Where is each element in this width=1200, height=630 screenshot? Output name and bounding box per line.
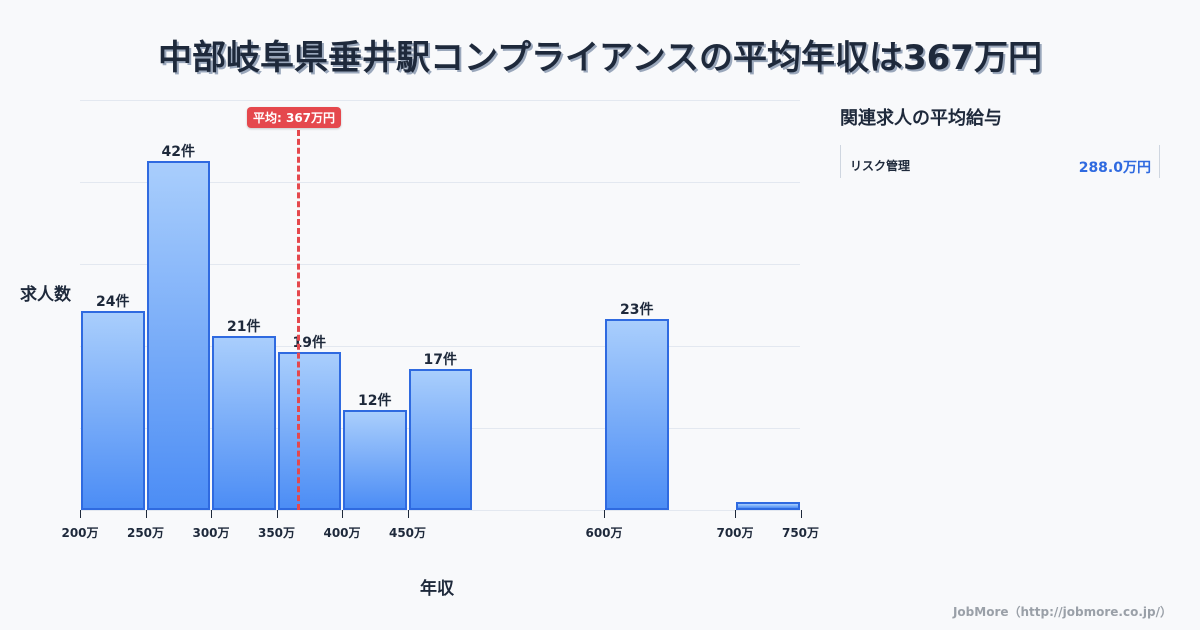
related-salary-title: 関連求人の平均給与 xyxy=(840,108,1002,129)
average-line xyxy=(297,130,300,510)
gridline xyxy=(80,182,800,183)
bar-value-label: 17件 xyxy=(423,351,457,368)
x-tick xyxy=(735,510,736,518)
gridline xyxy=(80,346,800,347)
bar-value-label: 21件 xyxy=(227,318,261,335)
histogram-bar xyxy=(343,410,407,510)
bar-value-label: 19件 xyxy=(292,335,326,352)
x-axis-label: 年収 xyxy=(420,579,454,599)
x-tick xyxy=(604,510,605,518)
histogram-bar xyxy=(146,161,210,510)
x-tick xyxy=(407,510,409,518)
bar-value-label: 12件 xyxy=(358,393,392,410)
bar-value-label: 24件 xyxy=(96,293,130,310)
gridline xyxy=(80,264,800,265)
x-tick xyxy=(800,510,802,518)
related-job-label: リスク管理 xyxy=(850,159,911,173)
y-axis-label: 求人数 xyxy=(20,285,71,305)
histogram-bar xyxy=(605,318,669,510)
x-tick xyxy=(80,510,81,518)
x-tick xyxy=(211,510,212,518)
x-tick-label: 400万 xyxy=(323,526,361,540)
x-tick-label: 450万 xyxy=(388,526,427,540)
related-job-salary: 288.0万円 xyxy=(1078,160,1151,176)
x-tick-label: 250万 xyxy=(126,526,165,540)
x-tick-label: 200万 xyxy=(61,526,99,540)
bar-value-label: 42件 xyxy=(161,144,195,160)
x-tick xyxy=(145,510,147,518)
x-tick-label: 600万 xyxy=(585,526,623,540)
average-badge: 平均: 367万円 xyxy=(247,107,342,128)
x-axis-baseline xyxy=(80,510,800,511)
gridline xyxy=(80,100,800,101)
page-title: 中部岐阜県垂井駅コンプライアンスの平均年収は367万円 xyxy=(158,38,1042,78)
related-salary-row[interactable]: リスク管理 288.0万円 xyxy=(840,145,1160,178)
histogram-bar xyxy=(212,335,276,510)
histogram-bar xyxy=(81,310,145,510)
x-tick-label: 750万 xyxy=(781,526,820,540)
x-tick-label: 300万 xyxy=(192,526,230,540)
footer-credit[interactable]: JobMore（http://jobmore.co.jp/） xyxy=(952,605,1172,619)
x-tick-label: 350万 xyxy=(257,526,296,540)
histogram-bar xyxy=(408,368,472,510)
x-tick-label: 700万 xyxy=(716,526,754,540)
histogram-bar xyxy=(277,352,341,510)
x-tick xyxy=(342,510,343,518)
histogram-bar xyxy=(736,501,800,510)
x-tick xyxy=(276,510,278,518)
bar-value-label: 23件 xyxy=(620,301,654,318)
